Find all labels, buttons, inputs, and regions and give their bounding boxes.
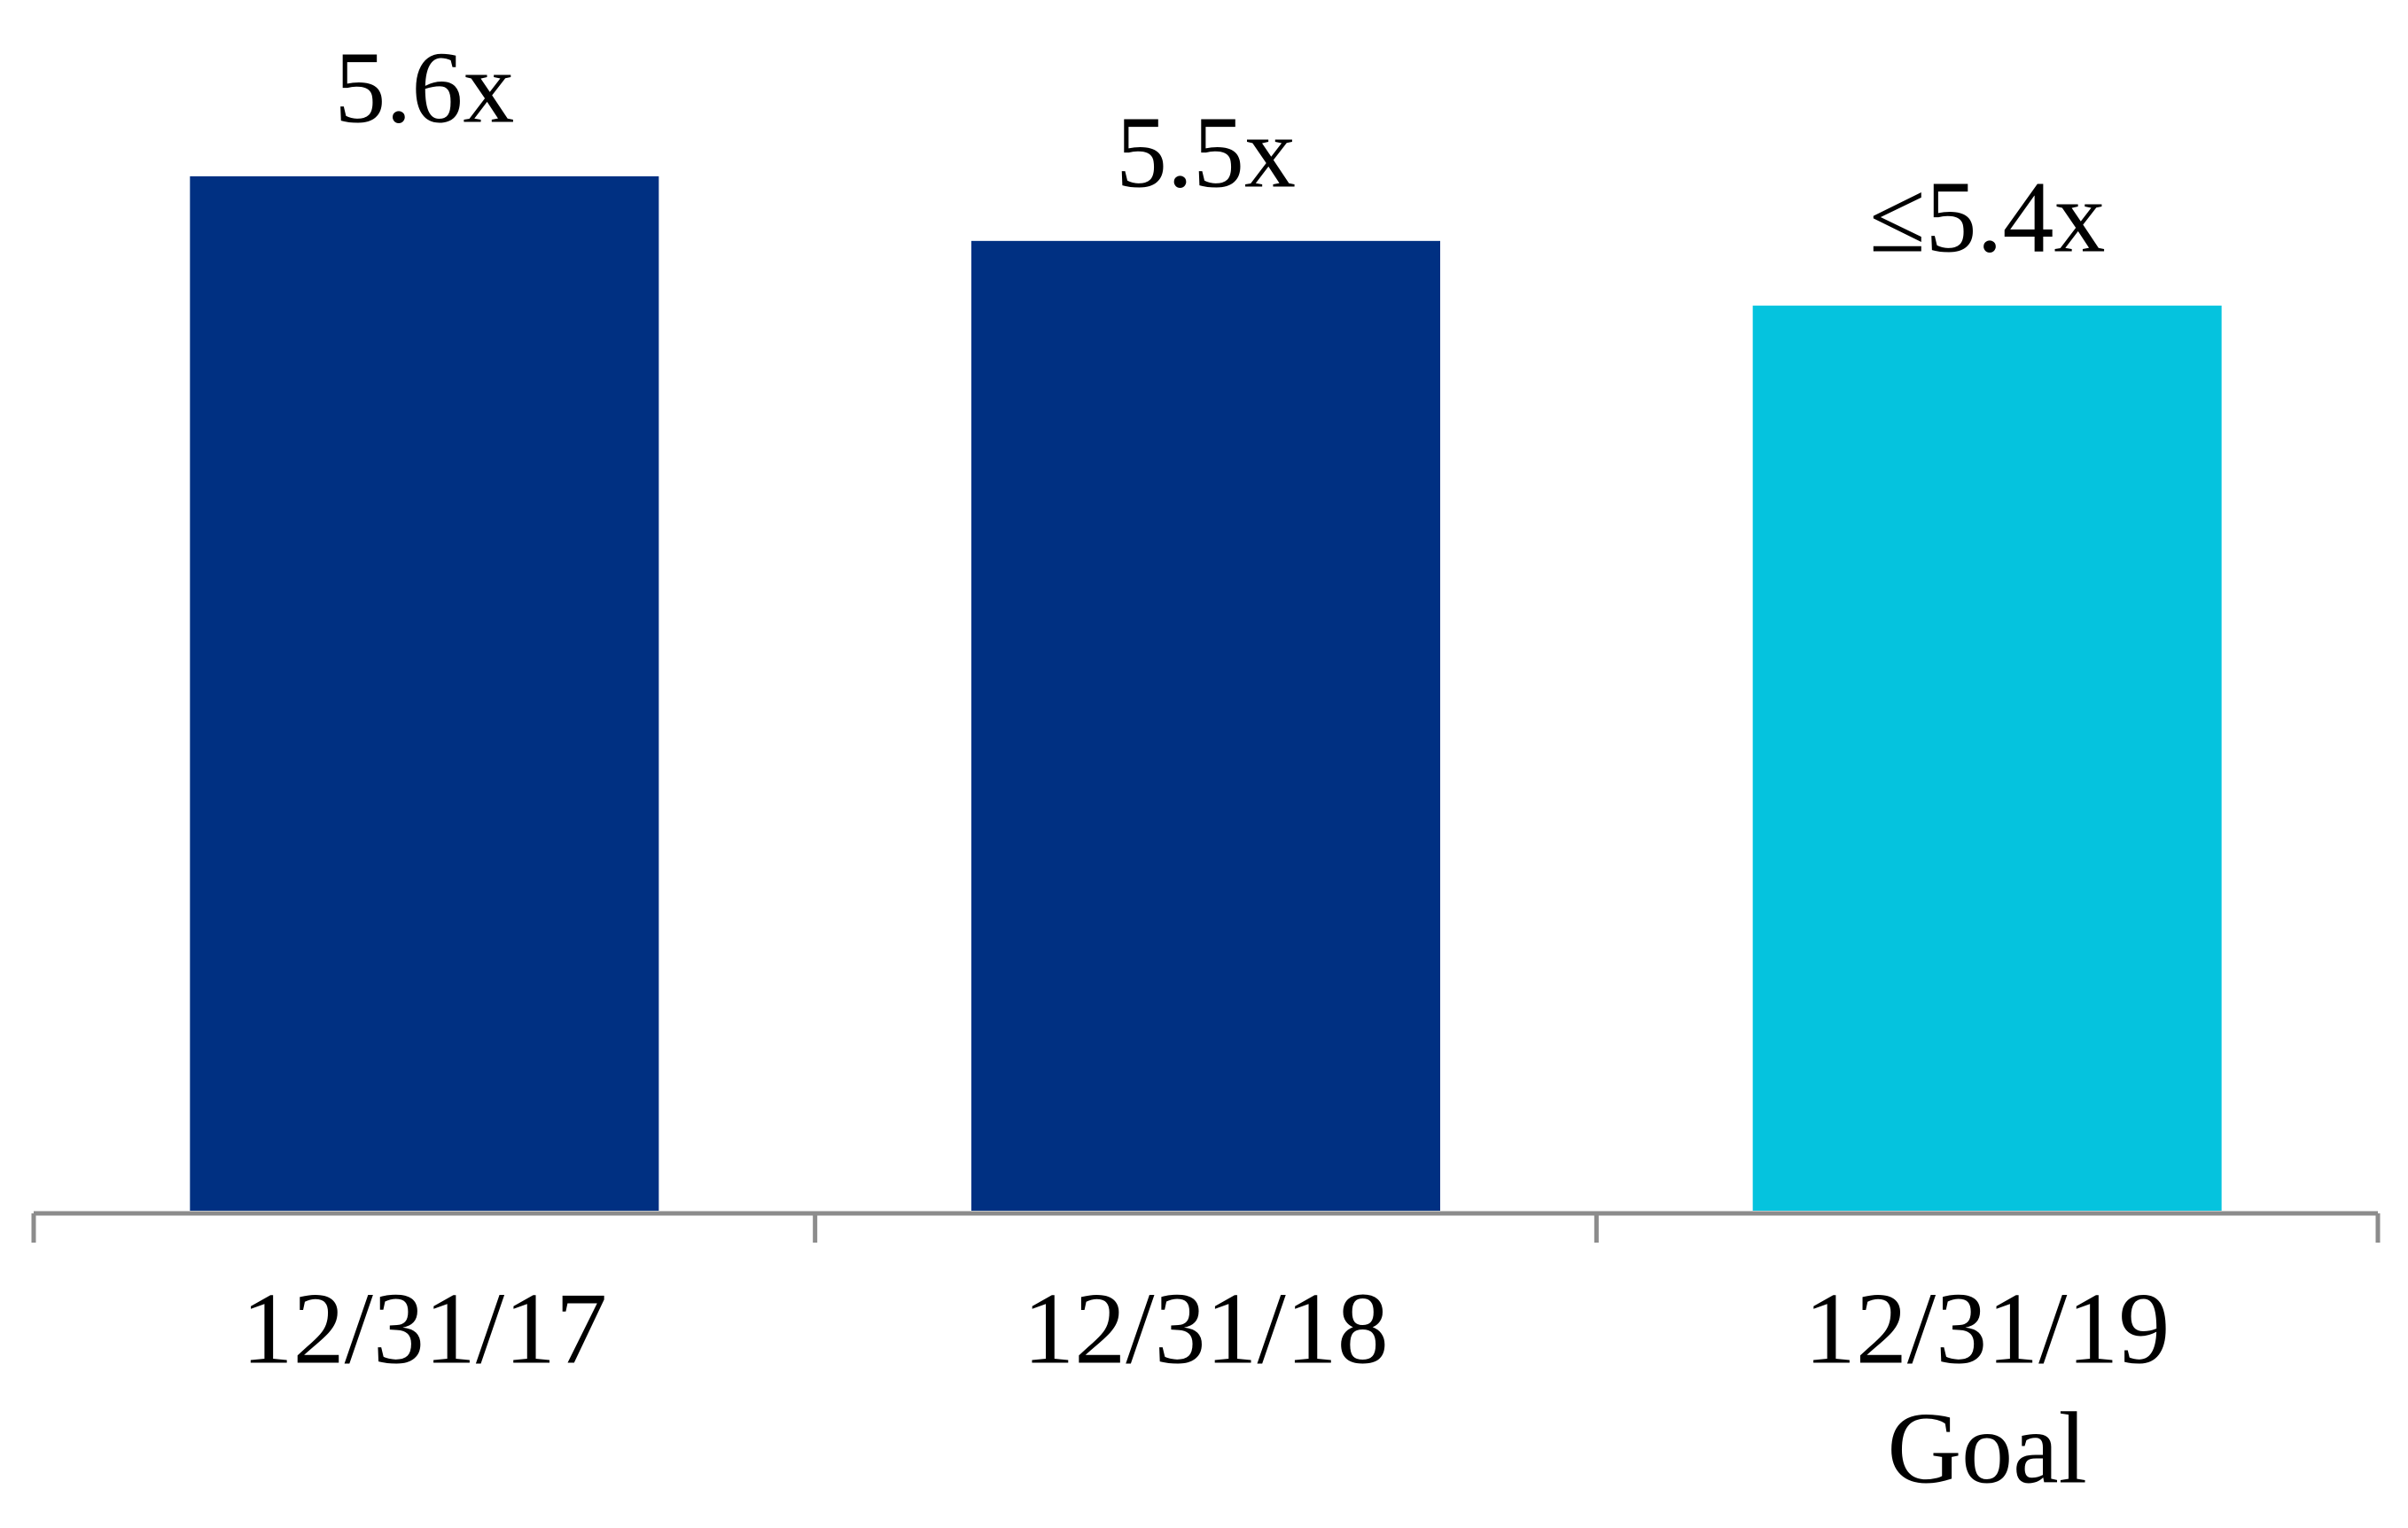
bar <box>190 175 659 1211</box>
bar <box>1752 305 2222 1211</box>
x-tick-label: 12/31/17 <box>242 1273 607 1386</box>
value-label: ≤5.4x <box>1869 160 2106 274</box>
bar <box>971 240 1440 1211</box>
x-tick-label: Goal <box>1887 1392 2087 1506</box>
value-label: 5.6x <box>334 32 514 145</box>
value-label: 5.5x <box>1116 96 1296 209</box>
x-tick-label: 12/31/19 <box>1804 1273 2170 1386</box>
x-tick-label: 12/31/18 <box>1023 1273 1388 1386</box>
